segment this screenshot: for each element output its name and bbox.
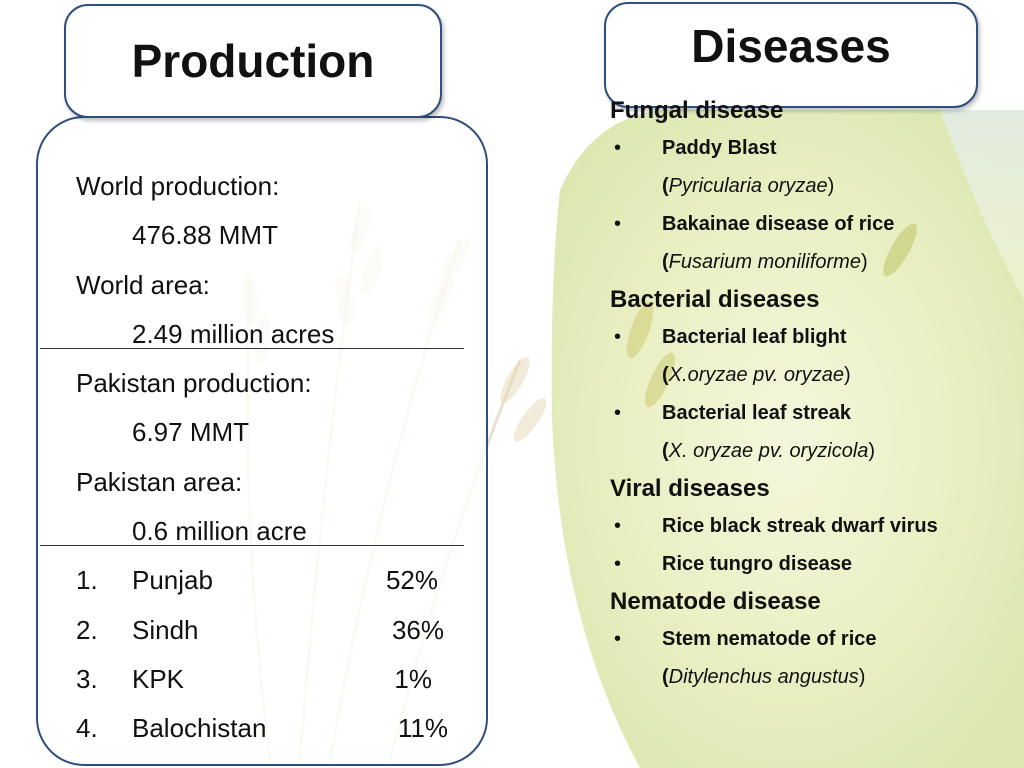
province-name: Punjab xyxy=(132,565,213,596)
province-row: 1. Punjab 52% xyxy=(76,556,476,605)
category-bacterial: Bacterial diseases xyxy=(610,286,820,313)
province-share: 52% xyxy=(385,565,438,596)
province-name: Sindh xyxy=(132,614,199,645)
pakistan-area-value: 0.6 million acre xyxy=(132,516,307,547)
province-number: 3. xyxy=(76,663,98,694)
pakistan-area-label: Pakistan area: xyxy=(76,466,243,497)
province-number: 4. xyxy=(76,713,98,744)
disease-item: • Rice black streak dwarf virus xyxy=(610,507,1020,545)
pakistan-production-value: 6.97 MMT xyxy=(132,417,250,448)
bullet-icon: • xyxy=(614,515,622,537)
province-name: KPK xyxy=(132,663,185,694)
disease-name: Rice black streak dwarf virus xyxy=(662,515,938,537)
scientific-name-text: Ditylenchus angustus xyxy=(668,666,859,688)
diseases-title: Diseases xyxy=(604,2,978,108)
scientific-name-text: Fusarium moniliforme xyxy=(668,251,861,273)
scientific-name-text: Pyricularia oryzae xyxy=(668,175,828,197)
world-production-label: World production: xyxy=(76,171,280,201)
divider xyxy=(40,545,464,546)
scientific-name: (Fusarium moniliforme) xyxy=(662,251,868,273)
disease-item: • Bakainae disease of rice xyxy=(610,205,1020,243)
scientific-name: (Pyricularia oryzae) xyxy=(662,175,835,197)
production-title: Production xyxy=(64,4,442,118)
province-row: 4. Balochistan 11% xyxy=(76,704,476,753)
province-share: 1% xyxy=(394,663,432,694)
category-fungal: Fungal disease xyxy=(610,97,784,124)
bullet-icon: • xyxy=(614,213,622,235)
world-area-label: World area: xyxy=(76,269,210,300)
province-share: 36% xyxy=(391,614,444,645)
province-number: 2. xyxy=(76,614,98,645)
divider xyxy=(40,348,464,349)
province-row: 2. Sindh 36% xyxy=(76,606,476,655)
disease-item: • Paddy Blast xyxy=(610,129,1020,167)
diseases-content: Fungal disease • Paddy Blast (Pyriculari… xyxy=(610,92,1020,696)
scientific-name-text: X.oryzae pv. oryzae xyxy=(668,364,844,386)
bullet-icon: • xyxy=(614,553,622,575)
scientific-name: (X.oryzae pv. oryzae) xyxy=(662,364,851,386)
scientific-name: (Ditylenchus angustus) xyxy=(662,666,866,688)
province-row: 3. KPK 1% xyxy=(76,655,476,704)
province-share: 11% xyxy=(397,713,448,744)
disease-name: Bakainae disease of rice xyxy=(662,213,895,235)
bullet-icon: • xyxy=(614,137,622,159)
province-name: Balochistan xyxy=(132,713,267,744)
disease-name: Paddy Blast xyxy=(662,137,777,159)
world-area-value: 2.49 million acres xyxy=(132,318,335,349)
disease-name: Rice tungro disease xyxy=(662,553,853,575)
production-panel xyxy=(36,116,488,766)
pakistan-production-label: Pakistan production: xyxy=(76,368,312,399)
category-viral: Viral diseases xyxy=(610,475,770,502)
province-number: 1. xyxy=(76,565,98,596)
category-nematode: Nematode disease xyxy=(610,588,821,615)
bullet-icon: • xyxy=(614,326,622,348)
bullet-icon: • xyxy=(614,628,622,650)
disease-item: • Bacterial leaf streak xyxy=(610,394,1020,432)
disease-item: • Rice tungro disease xyxy=(610,545,1020,583)
bullet-icon: • xyxy=(614,402,622,424)
disease-name: Bacterial leaf blight xyxy=(662,326,847,348)
disease-name: Bacterial leaf streak xyxy=(662,402,852,424)
disease-item: • Stem nematode of rice xyxy=(610,620,1020,658)
scientific-name: (X. oryzae pv. oryzicola) xyxy=(662,440,876,462)
scientific-name-text: X. oryzae pv. oryzicola xyxy=(668,440,869,462)
disease-name: Stem nematode of rice xyxy=(662,628,877,650)
production-content: World production: 476.88 MMT World area:… xyxy=(76,162,476,754)
world-production-value: 476.88 MMT xyxy=(132,220,278,251)
disease-item: • Bacterial leaf blight xyxy=(610,318,1020,356)
